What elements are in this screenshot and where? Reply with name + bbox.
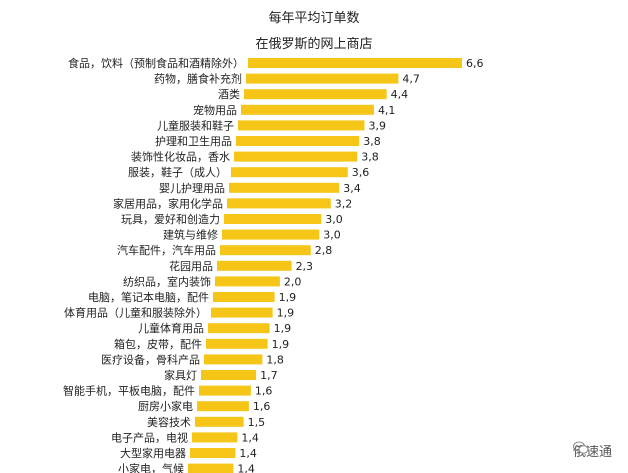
value-label: 3,9 bbox=[368, 119, 386, 132]
bar bbox=[227, 198, 331, 209]
bar bbox=[204, 354, 263, 365]
category-label: 服装，鞋子（成人） bbox=[128, 165, 227, 179]
value-label: 1,6 bbox=[255, 385, 273, 398]
category-label: 智能手机，平板电脑，配件 bbox=[63, 384, 195, 398]
bar bbox=[192, 432, 238, 443]
category-label: 儿童体育用品 bbox=[138, 321, 204, 335]
bar bbox=[217, 260, 292, 271]
value-label: 4,4 bbox=[391, 88, 409, 101]
category-label: 大型家用电器 bbox=[120, 446, 186, 460]
category-label: 箱包，皮带，配件 bbox=[114, 337, 202, 351]
value-label: 1,9 bbox=[277, 307, 295, 320]
bar bbox=[201, 370, 257, 380]
category-label: 家具灯 bbox=[164, 368, 197, 382]
bar bbox=[241, 104, 374, 115]
chart-subtitle: 在俄罗斯的网上商店 bbox=[255, 37, 373, 52]
value-label: 4,1 bbox=[378, 104, 396, 117]
watermark: 俄速通 bbox=[572, 441, 612, 460]
category-label: 装饰性化妆品，香水 bbox=[131, 150, 230, 164]
bar bbox=[190, 448, 236, 458]
value-label: 1,9 bbox=[274, 322, 292, 335]
value-label: 1,9 bbox=[279, 291, 297, 304]
bar bbox=[195, 416, 244, 427]
bar bbox=[224, 214, 322, 224]
value-label: 2,3 bbox=[296, 260, 314, 273]
category-label: 建筑与维修 bbox=[163, 228, 218, 242]
bar bbox=[238, 120, 365, 131]
value-label: 3,0 bbox=[323, 229, 341, 242]
category-label: 小家电，气候 bbox=[118, 462, 184, 473]
value-label: 6,6 bbox=[466, 57, 484, 70]
value-label: 2,0 bbox=[284, 275, 302, 288]
category-label: 护理和卫生用品 bbox=[155, 134, 232, 148]
bar bbox=[220, 245, 311, 256]
bar bbox=[229, 182, 340, 193]
value-label: 2,8 bbox=[315, 244, 333, 257]
bar bbox=[197, 401, 249, 412]
category-label: 厨房小家电 bbox=[138, 399, 193, 413]
bar bbox=[248, 58, 462, 68]
bar bbox=[188, 463, 234, 473]
category-label: 电脑，笔记本电脑，配件 bbox=[88, 290, 209, 304]
category-label: 儿童服装和鞋子 bbox=[157, 118, 234, 132]
bar bbox=[244, 89, 387, 100]
category-label: 药物，膳食补充剂 bbox=[154, 72, 242, 86]
category-label: 体育用品（儿童和服装除外） bbox=[64, 306, 207, 320]
category-label: 电子产品，电视 bbox=[111, 430, 188, 444]
category-label: 玩具，爱好和创造力 bbox=[121, 212, 220, 226]
value-label: 3,2 bbox=[335, 197, 353, 210]
bar bbox=[246, 73, 399, 84]
bar bbox=[199, 385, 251, 396]
category-label: 美容技术 bbox=[147, 415, 191, 429]
value-label: 3,8 bbox=[361, 151, 379, 164]
category-label: 酒类 bbox=[218, 87, 240, 101]
bar bbox=[236, 136, 360, 146]
category-label: 宠物用品 bbox=[193, 103, 237, 117]
value-label: 1,4 bbox=[239, 447, 256, 460]
value-label: 4,7 bbox=[402, 73, 420, 86]
category-label: 花园用品 bbox=[169, 260, 213, 273]
value-label: 1,4 bbox=[237, 463, 255, 473]
bar bbox=[213, 292, 275, 302]
bar bbox=[231, 167, 348, 178]
bar bbox=[208, 323, 270, 334]
category-label: 纺织品，室内装饰 bbox=[123, 274, 211, 288]
bar bbox=[234, 151, 358, 162]
value-label: 3,0 bbox=[325, 213, 343, 226]
value-label: 1,9 bbox=[272, 338, 290, 351]
bar bbox=[211, 307, 273, 318]
value-label: 1,4 bbox=[241, 431, 258, 444]
value-label: 3,4 bbox=[343, 182, 361, 195]
value-label: 1,8 bbox=[266, 353, 284, 366]
bar bbox=[215, 276, 280, 287]
bar bbox=[222, 229, 320, 240]
category-label: 汽车配件，汽车用品 bbox=[117, 243, 216, 257]
value-label: 3,6 bbox=[352, 166, 370, 179]
wechat-icon bbox=[572, 441, 589, 454]
chart-title: 每年平均订单数 bbox=[268, 11, 360, 26]
value-label: 1,5 bbox=[248, 416, 265, 429]
category-label: 食品，饮料（预制食品和酒精除外） bbox=[68, 56, 244, 70]
category-label: 家居用品，家用化学品 bbox=[113, 196, 223, 210]
value-label: 1,7 bbox=[260, 369, 278, 382]
value-label: 1,6 bbox=[253, 400, 271, 413]
value-label: 3,8 bbox=[363, 135, 381, 148]
category-label: 婴儿护理用品 bbox=[159, 181, 225, 195]
bar bbox=[206, 338, 268, 349]
category-label: 医疗设备，骨科产品 bbox=[101, 352, 200, 366]
